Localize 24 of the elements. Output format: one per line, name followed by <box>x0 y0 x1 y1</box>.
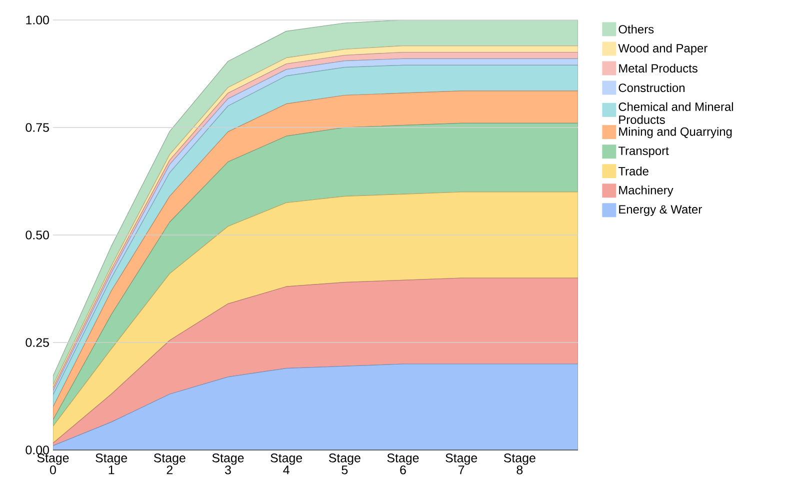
y-tick-label: 0.00 <box>26 446 49 454</box>
x-tick-label: Stage 5 <box>328 454 360 474</box>
x-tick-label: Stage 3 <box>212 454 244 474</box>
legend-label: Transport <box>618 146 669 158</box>
x-tick-label: Stage 0 <box>37 454 69 474</box>
y-tick-label: 0.75 <box>26 123 49 132</box>
x-tick-label: Stage 7 <box>446 454 478 474</box>
legend-label: Machinery <box>619 186 674 197</box>
legend-label: Mining and Quarrying <box>619 127 732 138</box>
legend-label: Energy & Water <box>619 205 702 216</box>
x-tick-label: Stage 6 <box>387 454 419 474</box>
y-tick-label: 0.25 <box>26 338 49 347</box>
x-tick-label: Stage 8 <box>504 454 536 474</box>
y-tick-label: 1.00 <box>26 16 49 24</box>
x-tick-label: Stage 1 <box>96 454 128 474</box>
legend-label: Chemical and Mineral Products <box>618 102 733 124</box>
legend-label: Construction <box>618 83 685 92</box>
legend-label: Wood and Paper <box>618 44 708 55</box>
y-tick-label: 0.50 <box>26 230 49 240</box>
legend-label: Trade <box>618 166 648 176</box>
legend-label: Others <box>618 24 654 34</box>
x-tick-label: Stage 2 <box>154 454 186 474</box>
x-tick-label: Stage 4 <box>270 454 302 474</box>
legend-label: Metal Products <box>619 64 698 73</box>
